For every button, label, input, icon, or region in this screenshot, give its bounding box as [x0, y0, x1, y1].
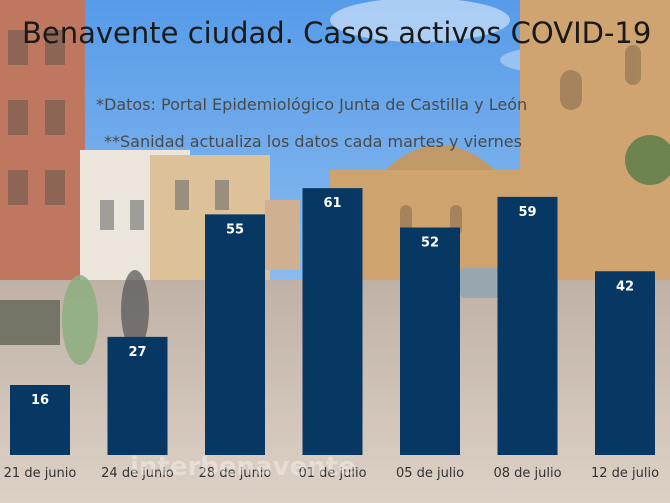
bar: [107, 336, 168, 455]
bar: [302, 188, 363, 455]
bar-series: [10, 188, 655, 455]
bar-value-label: 27: [128, 345, 146, 360]
watermark: interbenavente: [130, 452, 356, 482]
x-tick-label: 28 de junio: [199, 466, 272, 481]
x-axis-labels: 21 de junio 24 de junio 28 de junio 01 de j…: [4, 466, 659, 481]
bar: [10, 385, 70, 455]
x-tick-label: 12 de julio: [591, 466, 659, 481]
x-tick-label: 08 de julio: [493, 466, 561, 481]
bar: [595, 271, 655, 455]
bar-value-label: 61: [323, 196, 341, 211]
bar: [205, 214, 265, 455]
bar-value-label: 42: [616, 279, 634, 294]
x-tick-label: 01 de julio: [298, 466, 366, 481]
bar-value-label: 16: [31, 393, 49, 408]
bar-value-label: 59: [518, 205, 536, 220]
bar-value-label: 52: [421, 236, 439, 251]
x-tick-label: 24 de junio: [101, 466, 174, 481]
chart-title: Benavente ciudad. Casos activos COVID-19: [22, 16, 651, 50]
chart-subtitle-source: *Datos: Portal Epidemiológico Junta de C…: [96, 95, 527, 114]
bar: [497, 196, 558, 455]
value-labels: 16 27 55 61 52 59 42: [31, 196, 634, 408]
x-tick-label: 21 de junio: [4, 466, 77, 481]
chart-subtitle-update: **Sanidad actualiza los datos cada marte…: [104, 132, 522, 151]
bar: [400, 227, 460, 455]
bar-value-label: 55: [226, 222, 244, 237]
x-tick-label: 05 de julio: [396, 466, 464, 481]
